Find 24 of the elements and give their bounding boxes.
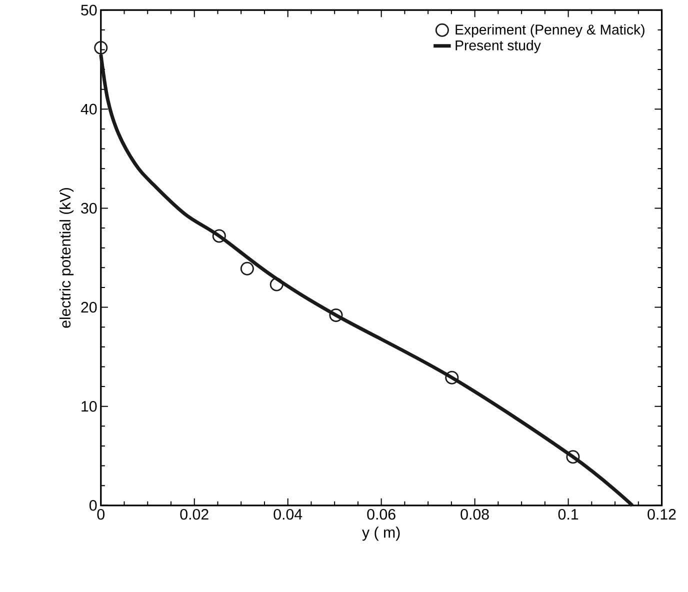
point — [566, 450, 580, 464]
x-axis-title: y ( m) — [362, 526, 400, 541]
point — [240, 262, 254, 276]
y-tick-label: 30 — [81, 202, 97, 214]
y-axis-title: electric potential (kV) — [59, 188, 74, 328]
x-tick-label: 0.12 — [648, 508, 676, 520]
x-tick-label: 0 — [97, 508, 104, 520]
y-tick-label: 50 — [81, 4, 97, 16]
x-tick-label: 0.08 — [460, 508, 489, 520]
x-tick-label: 0.04 — [274, 508, 302, 520]
x-tick-label: 0.02 — [180, 508, 208, 520]
y-tick-label: 10 — [82, 400, 97, 412]
y-tick-label: 0 — [89, 500, 97, 511]
point — [445, 370, 459, 384]
point — [94, 40, 108, 54]
point — [212, 229, 226, 243]
legend-label: Present study — [456, 40, 541, 54]
y-tick-label: 40 — [80, 104, 97, 114]
point — [329, 308, 343, 322]
x-tick-label: 0.1 — [558, 508, 578, 520]
point — [270, 278, 284, 292]
x-tick-label: 0.06 — [367, 508, 396, 520]
y-tick-label: 20 — [81, 302, 97, 313]
legend-label: Experiment (Penney & Matick) — [456, 24, 644, 38]
